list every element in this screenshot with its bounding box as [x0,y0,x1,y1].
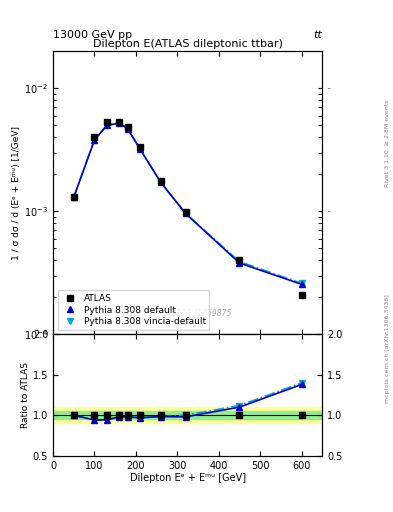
Pythia 8.308 vincia-default [138,146,142,152]
Text: ATLAS_2019_I1759875: ATLAS_2019_I1759875 [144,308,231,317]
Bar [53,411,322,419]
Title: Dilepton E(ATLAS dileptonic ttbar): Dilepton E(ATLAS dileptonic ttbar) [93,39,283,49]
Pythia 8.308 vincia-default [92,137,97,143]
Pythia 8.308 vincia-default [158,179,163,185]
Line: Pythia 8.308 default: Pythia 8.308 default [71,120,304,287]
ATLAS [105,119,109,125]
ATLAS [299,292,304,298]
ATLAS [138,144,142,151]
Text: Rivet 3.1.10, ≥ 2.8M events: Rivet 3.1.10, ≥ 2.8M events [385,100,389,187]
Pythia 8.308 default [125,125,130,132]
Legend: ATLAS, Pythia 8.308 default, Pythia 8.308 vincia-default: ATLAS, Pythia 8.308 default, Pythia 8.30… [57,290,209,330]
ATLAS [117,119,122,125]
Pythia 8.308 default [117,120,122,126]
Pythia 8.308 vincia-default [105,122,109,129]
Y-axis label: 1 / σ dσ / d (Eᵉ + Eᵐᵘ) [1/GeV]: 1 / σ dσ / d (Eᵉ + Eᵐᵘ) [1/GeV] [12,126,21,260]
ATLAS [72,194,76,200]
ATLAS [92,134,97,140]
Pythia 8.308 default [183,210,188,217]
Line: Pythia 8.308 vincia-default: Pythia 8.308 vincia-default [71,120,304,286]
Pythia 8.308 default [72,194,76,200]
X-axis label: Dilepton Eᵉ + Eᵐᵘ [GeV]: Dilepton Eᵉ + Eᵐᵘ [GeV] [130,473,246,483]
Pythia 8.308 vincia-default [183,210,188,217]
Pythia 8.308 default [237,260,242,266]
Bar [53,407,322,423]
Text: 13000 GeV pp: 13000 GeV pp [53,30,132,40]
Pythia 8.308 vincia-default [72,194,76,200]
Text: mcplots.cern.ch [arXiv:1306.3436]: mcplots.cern.ch [arXiv:1306.3436] [385,294,389,402]
Pythia 8.308 default [92,137,97,143]
Pythia 8.308 vincia-default [125,125,130,132]
ATLAS [183,209,188,216]
ATLAS [158,178,163,184]
Pythia 8.308 default [158,179,163,185]
ATLAS [125,124,130,131]
Pythia 8.308 default [138,146,142,152]
Text: tt: tt [314,30,322,40]
Line: ATLAS: ATLAS [70,119,305,298]
Pythia 8.308 vincia-default [237,259,242,265]
ATLAS [237,257,242,263]
Pythia 8.308 vincia-default [299,280,304,286]
Pythia 8.308 default [299,281,304,287]
Y-axis label: Ratio to ATLAS: Ratio to ATLAS [21,362,30,428]
Pythia 8.308 default [105,122,109,129]
Pythia 8.308 vincia-default [117,120,122,126]
